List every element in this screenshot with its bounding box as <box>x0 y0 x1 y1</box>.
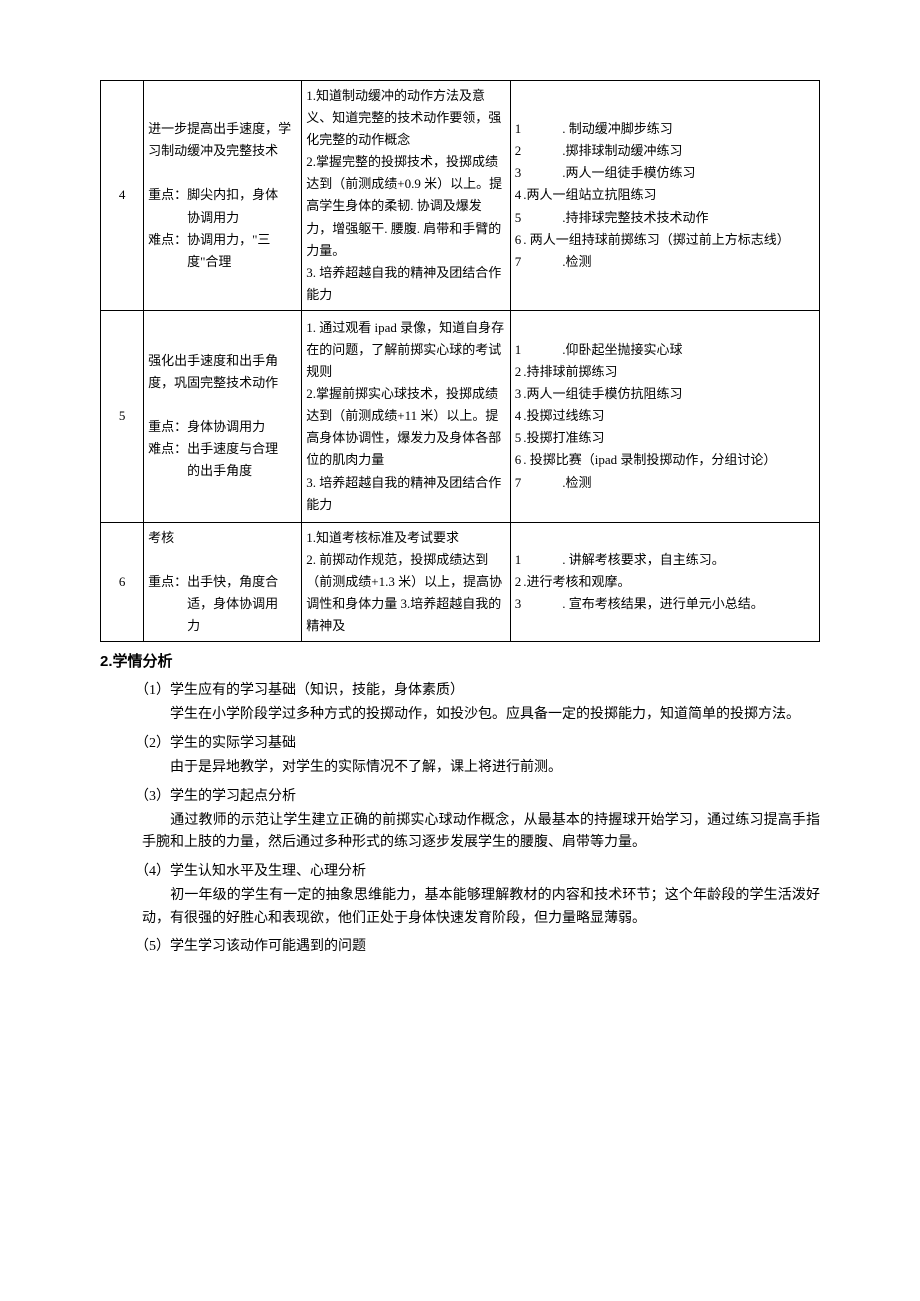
subsection-body: 学生在小学阶段学过多种方式的投掷动作，如投沙包。应具备一定的投掷能力，知道简单的… <box>142 704 820 726</box>
text-line: 1.知道制动缓冲的动作方法及意义、知道完整的技术动作要领，强化完整的动作概念 <box>306 85 506 151</box>
subsection: （4）学生认知水平及生理、心理分析 初一年级的学生有一定的抽象思维能力，基本能够… <box>135 861 820 930</box>
subsection-title: （4）学生认知水平及生理、心理分析 <box>135 861 820 883</box>
list-number: 3 <box>515 162 522 184</box>
list-number: 7 <box>515 472 522 494</box>
text-line: 进一步提高出手速度，学习制动缓冲及完整技术 <box>148 118 297 162</box>
list-number: 3 <box>515 383 522 405</box>
list-item: . 讲解考核要求，自主练习。 <box>523 549 815 571</box>
list-item: .持排球完整技术技术动作 <box>523 207 815 229</box>
subsection: （1）学生应有的学习基础（知识，技能，身体素质） 学生在小学阶段学过多种方式的投… <box>135 680 820 727</box>
lesson-activities: 1234567 . 制动缓冲脚步练习 .掷排球制动缓冲练习 .两人一组徒手模仿练… <box>510 81 819 311</box>
list-item: .进行考核和观摩。 <box>523 571 815 593</box>
subsection-body: 通过教师的示范让学生建立正确的前掷实心球动作概念，从最基本的持握球开始学习，通过… <box>142 810 820 855</box>
lesson-activities: 1234567 .仰卧起坐抛接实心球.持排球前掷练习.两人一组徒手模仿抗阻练习.… <box>510 310 819 522</box>
list-item: .掷排球制动缓冲练习 <box>523 140 815 162</box>
text-line: 适，身体协调用 <box>148 593 297 615</box>
lesson-activities: 123 . 讲解考核要求，自主练习。.进行考核和观摩。 . 宣布考核结果，进行单… <box>510 522 819 641</box>
list-number: 5 <box>515 427 522 449</box>
lesson-focus: 强化出手速度和出手角度，巩固完整技术动作 重点：身体协调用力难点：出手速度与合理… <box>144 310 302 522</box>
list-item: .两人一组徒手模仿练习 <box>523 162 815 184</box>
subsection-title: （5）学生学习该动作可能遇到的问题 <box>135 936 820 958</box>
text-line: 难点：出手速度与合理 <box>148 438 297 460</box>
text-line: 重点：身体协调用力 <box>148 416 297 438</box>
text-line <box>148 394 297 416</box>
table-row: 4进一步提高出手速度，学习制动缓冲及完整技术 重点：脚尖内扣，身体 协调用力难点… <box>101 81 820 311</box>
list-number: 2 <box>515 361 522 383</box>
list-item: . 宣布考核结果，进行单元小总结。 <box>523 593 815 615</box>
list-item: .持排球前掷练习 <box>523 361 815 383</box>
lesson-number: 4 <box>101 81 144 311</box>
subsection-title: （1）学生应有的学习基础（知识，技能，身体素质） <box>135 680 820 702</box>
subsection-title: （3）学生的学习起点分析 <box>135 786 820 808</box>
text-line <box>148 162 297 184</box>
lesson-objectives: 1.知道制动缓冲的动作方法及意义、知道完整的技术动作要领，强化完整的动作概念2.… <box>302 81 511 311</box>
table-row: 5强化出手速度和出手角度，巩固完整技术动作 重点：身体协调用力难点：出手速度与合… <box>101 310 820 522</box>
list-number: 1 <box>515 339 522 361</box>
list-item: .检测 <box>523 472 815 494</box>
list-items: . 讲解考核要求，自主练习。.进行考核和观摩。 . 宣布考核结果，进行单元小总结… <box>523 549 815 615</box>
subsection-body: 由于是异地教学，对学生的实际情况不了解，课上将进行前测。 <box>142 757 820 779</box>
text-line: 2.掌握完整的投掷技术，投掷成绩达到（前测成绩+0.9 米）以上。提高学生身体的… <box>306 151 506 261</box>
lesson-objectives: 1. 通过观看 ipad 录像，知道自身存在的问题，了解前掷实心球的考试规则2.… <box>302 310 511 522</box>
list-number: 5 <box>515 207 522 229</box>
list-number: 4 <box>515 184 522 206</box>
text-line: 3. 培养超越自我的精神及团结合作能力 <box>306 472 506 516</box>
list-item: .投掷打准练习 <box>523 427 815 449</box>
list-number: 7 <box>515 251 522 273</box>
list-number: 4 <box>515 405 522 427</box>
list-number: 6 <box>515 229 522 251</box>
lesson-number: 5 <box>101 310 144 522</box>
text-line: 重点：出手快，角度合 <box>148 571 297 593</box>
text-line: 考核 <box>148 527 297 549</box>
list-items: . 制动缓冲脚步练习 .掷排球制动缓冲练习 .两人一组徒手模仿练习.两人一组站立… <box>523 118 815 273</box>
list-number: 2 <box>515 571 522 593</box>
list-number: 6 <box>515 449 522 471</box>
subsection: （5）学生学习该动作可能遇到的问题 <box>135 936 820 958</box>
lesson-number: 6 <box>101 522 144 641</box>
text-line: 2.掌握前掷实心球技术，投掷成绩达到（前测成绩+11 米）以上。提高身体协调性，… <box>306 383 506 471</box>
list-item: .两人一组徒手模仿抗阻练习 <box>523 383 815 405</box>
list-items: .仰卧起坐抛接实心球.持排球前掷练习.两人一组徒手模仿抗阻练习.投掷过线练习.投… <box>523 339 815 494</box>
subsection: （3）学生的学习起点分析 通过教师的示范让学生建立正确的前掷实心球动作概念，从最… <box>135 786 820 855</box>
subsection-title: （2）学生的实际学习基础 <box>135 733 820 755</box>
text-line: 的出手角度 <box>148 460 297 482</box>
lesson-focus: 进一步提高出手速度，学习制动缓冲及完整技术 重点：脚尖内扣，身体 协调用力难点：… <box>144 81 302 311</box>
table-row: 6考核 重点：出手快，角度合 适，身体协调用 力1.知道考核标准及考试要求2. … <box>101 522 820 641</box>
text-line: 协调用力 <box>148 207 297 229</box>
text-line: 2. 前掷动作规范，投掷成绩达到（前测成绩+1.3 米）以上，提高协调性和身体力… <box>306 549 506 637</box>
lesson-objectives: 1.知道考核标准及考试要求2. 前掷动作规范，投掷成绩达到（前测成绩+1.3 米… <box>302 522 511 641</box>
list-number: 2 <box>515 140 522 162</box>
list-item: . 投掷比赛（ipad 录制投掷动作，分组讨论） <box>523 449 815 471</box>
list-numbers: 1234567 <box>515 339 522 494</box>
text-line: 难点：协调用力，"三 <box>148 229 297 251</box>
list-item: .投掷过线练习 <box>523 405 815 427</box>
text-line: 1.知道考核标准及考试要求 <box>306 527 506 549</box>
text-line: 重点：脚尖内扣，身体 <box>148 184 297 206</box>
text-line: 1. 通过观看 ipad 录像，知道自身存在的问题，了解前掷实心球的考试规则 <box>306 317 506 383</box>
subsection-body: 初一年级的学生有一定的抽象思维能力，基本能够理解教材的内容和技术环节；这个年龄段… <box>142 885 820 930</box>
lesson-focus: 考核 重点：出手快，角度合 适，身体协调用 力 <box>144 522 302 641</box>
list-numbers: 1234567 <box>515 118 522 273</box>
lesson-plan-table: 4进一步提高出手速度，学习制动缓冲及完整技术 重点：脚尖内扣，身体 协调用力难点… <box>100 80 820 642</box>
list-numbers: 123 <box>515 549 522 615</box>
list-number: 3 <box>515 593 522 615</box>
list-number: 1 <box>515 118 522 140</box>
list-item: .检测 <box>523 251 815 273</box>
text-line: 强化出手速度和出手角度，巩固完整技术动作 <box>148 350 297 394</box>
text-line: 力 <box>148 615 297 637</box>
subsection: （2）学生的实际学习基础 由于是异地教学，对学生的实际情况不了解，课上将进行前测… <box>135 733 820 780</box>
text-line <box>148 549 297 571</box>
list-item: .仰卧起坐抛接实心球 <box>523 339 815 361</box>
list-number: 1 <box>515 549 522 571</box>
section-title: 2.学情分析 <box>100 650 820 674</box>
text-line: 3. 培养超越自我的精神及团结合作能力 <box>306 262 506 306</box>
list-item: . 两人一组持球前掷练习（掷过前上方标志线） <box>523 229 815 251</box>
list-item: . 制动缓冲脚步练习 <box>523 118 815 140</box>
list-item: .两人一组站立抗阻练习 <box>523 184 815 206</box>
text-line: 度"合理 <box>148 251 297 273</box>
